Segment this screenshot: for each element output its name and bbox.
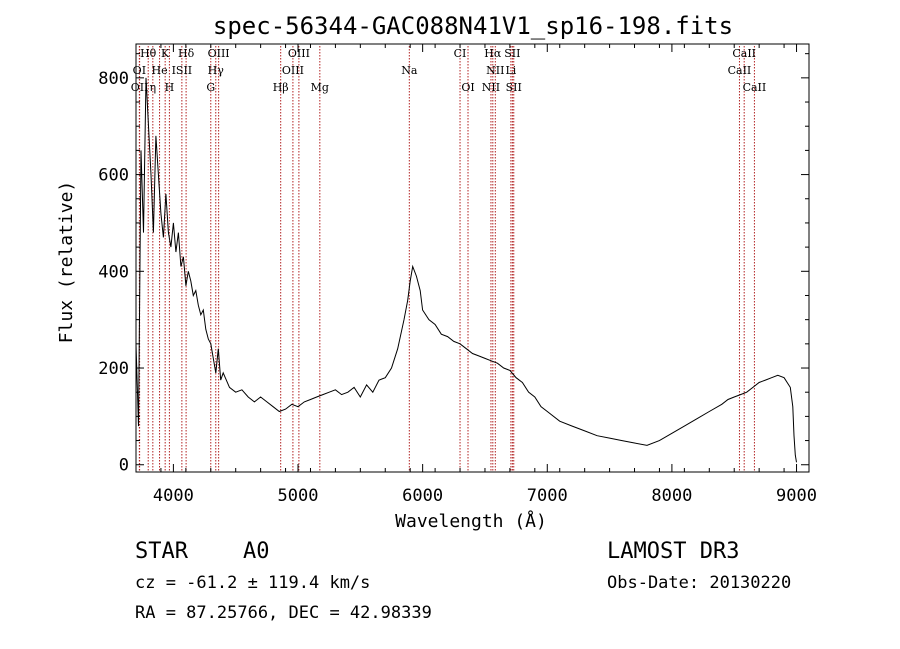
line-label: ISII: [172, 64, 193, 77]
x-axis-label: Wavelength (Å): [395, 510, 547, 532]
x-tick-label: 7000: [527, 486, 568, 506]
coordinates: RA = 87.25766, DEC = 42.98339: [135, 603, 432, 623]
y-axis-label: Flux (relative): [56, 181, 77, 344]
line-label: OIII: [288, 47, 310, 60]
line-label: K: [161, 47, 170, 60]
line-label: OIII: [282, 64, 304, 77]
line-label: Hγ: [208, 64, 225, 77]
line-label: OIII: [208, 47, 230, 60]
line-label: Hδ: [178, 47, 195, 60]
line-label: CaII: [732, 47, 756, 60]
object-class: STAR: [135, 539, 188, 564]
y-tick-label: 0: [119, 456, 129, 476]
y-tick-label: 600: [98, 166, 129, 186]
line-label: Mg: [311, 81, 329, 94]
x-tick-label: 6000: [402, 486, 443, 506]
line-label: Hθ: [140, 47, 157, 60]
line-label: CaII: [728, 64, 752, 77]
line-label: SII: [506, 81, 522, 94]
observation-date: Obs-Date: 20130220: [607, 573, 792, 593]
redshift-cz: cz = -61.2 ± 119.4 km/s: [135, 573, 371, 593]
line-label: Li: [505, 64, 516, 77]
line-label: H: [165, 81, 175, 94]
line-label: He: [152, 64, 168, 77]
line-label: SII: [504, 47, 520, 60]
line-label: η: [150, 81, 157, 94]
y-tick-label: 400: [98, 262, 129, 282]
y-tick-label: 200: [98, 359, 129, 379]
line-label: Hβ: [273, 81, 289, 94]
chart-title: spec-56344-GAC088N41V1_sp16-198.fits: [213, 12, 733, 40]
x-tick-label: 8000: [651, 486, 692, 506]
line-label: OII: [131, 81, 149, 94]
line-label: Hα: [484, 47, 502, 60]
x-tick-label: 5000: [278, 486, 319, 506]
x-axis: 4000 5000 6000 7000 8000 9000: [135, 44, 817, 506]
spectrum-line: [135, 77, 797, 463]
x-tick-label: 9000: [776, 486, 817, 506]
line-label: CaII: [743, 81, 767, 94]
line-markers: [138, 46, 755, 472]
object-subclass: A0: [243, 539, 270, 564]
line-label: OI: [133, 64, 146, 77]
y-axis: 0 200 400 600 800: [98, 53, 809, 476]
survey-name: LAMOST DR3: [607, 539, 740, 564]
x-tick-label: 4000: [153, 486, 194, 506]
line-label: NII: [482, 81, 500, 94]
line-label: NII: [486, 64, 504, 77]
y-tick-label: 800: [98, 69, 129, 89]
line-label: Na: [401, 64, 418, 77]
plot-frame: [135, 43, 810, 473]
line-label: CI: [454, 47, 467, 60]
line-label: OI: [461, 81, 474, 94]
line-label: G: [206, 81, 215, 94]
